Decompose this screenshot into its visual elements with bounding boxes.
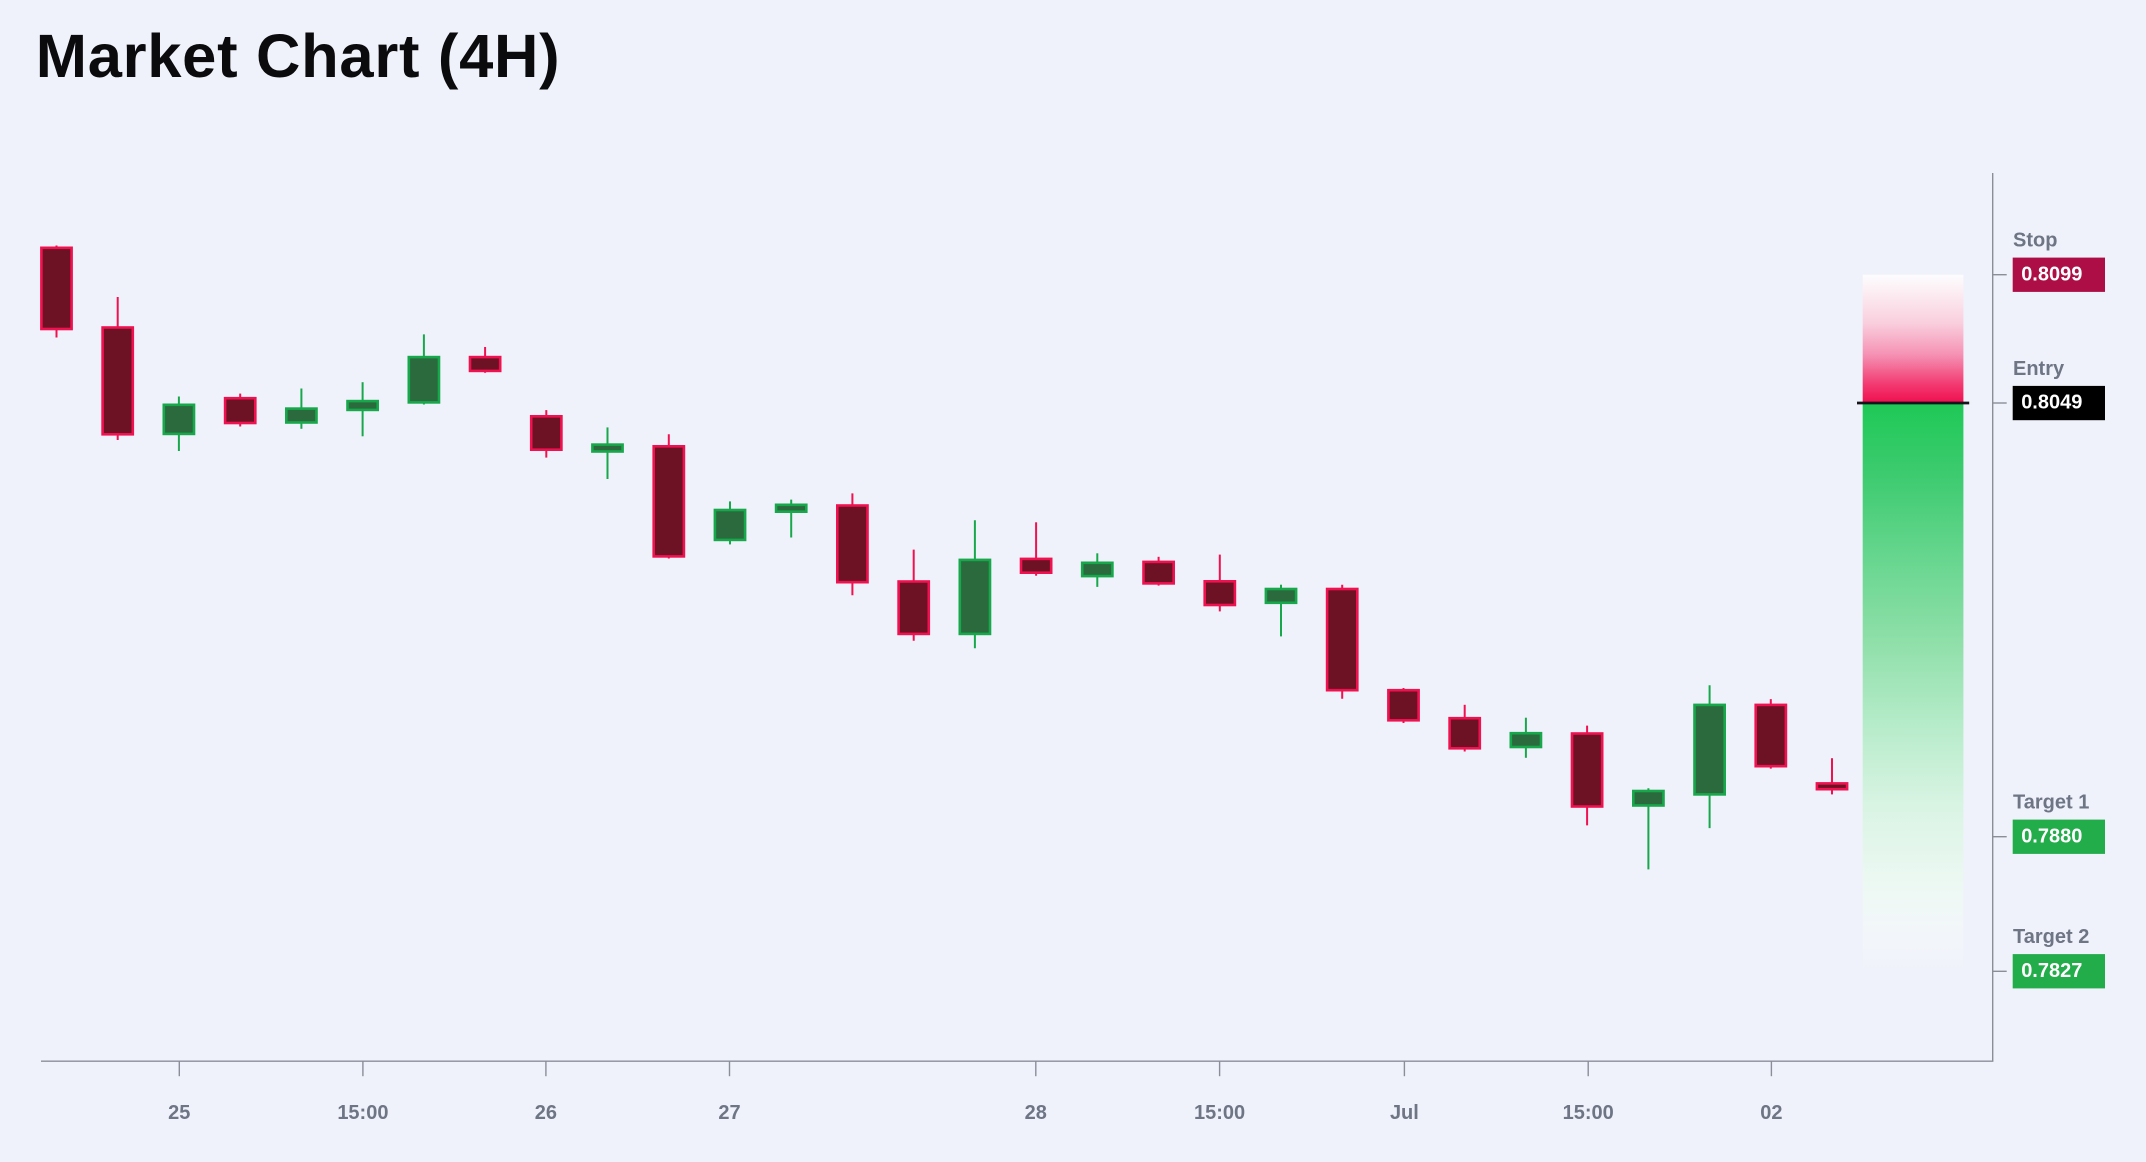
svg-text:Jul: Jul [1390,1102,1419,1124]
svg-text:27: 27 [718,1102,740,1124]
svg-text:25: 25 [168,1102,190,1124]
svg-text:Target 2: Target 2 [2013,926,2089,948]
svg-text:0.7827: 0.7827 [2021,960,2082,982]
svg-text:02: 02 [1760,1102,1782,1124]
svg-text:0.8099: 0.8099 [2021,263,2082,285]
svg-text:Stop: Stop [2013,230,2057,252]
svg-text:Market Chart (4H): Market Chart (4H) [36,22,561,91]
svg-text:26: 26 [535,1102,557,1124]
svg-text:15:00: 15:00 [1194,1102,1245,1124]
svg-text:0.8049: 0.8049 [2021,392,2082,414]
svg-text:0.7880: 0.7880 [2021,825,2082,847]
svg-text:15:00: 15:00 [1563,1102,1614,1124]
svg-text:15:00: 15:00 [337,1102,388,1124]
svg-text:28: 28 [1025,1102,1047,1124]
svg-text:Entry: Entry [2013,358,2065,380]
svg-text:Target 1: Target 1 [2013,792,2089,814]
